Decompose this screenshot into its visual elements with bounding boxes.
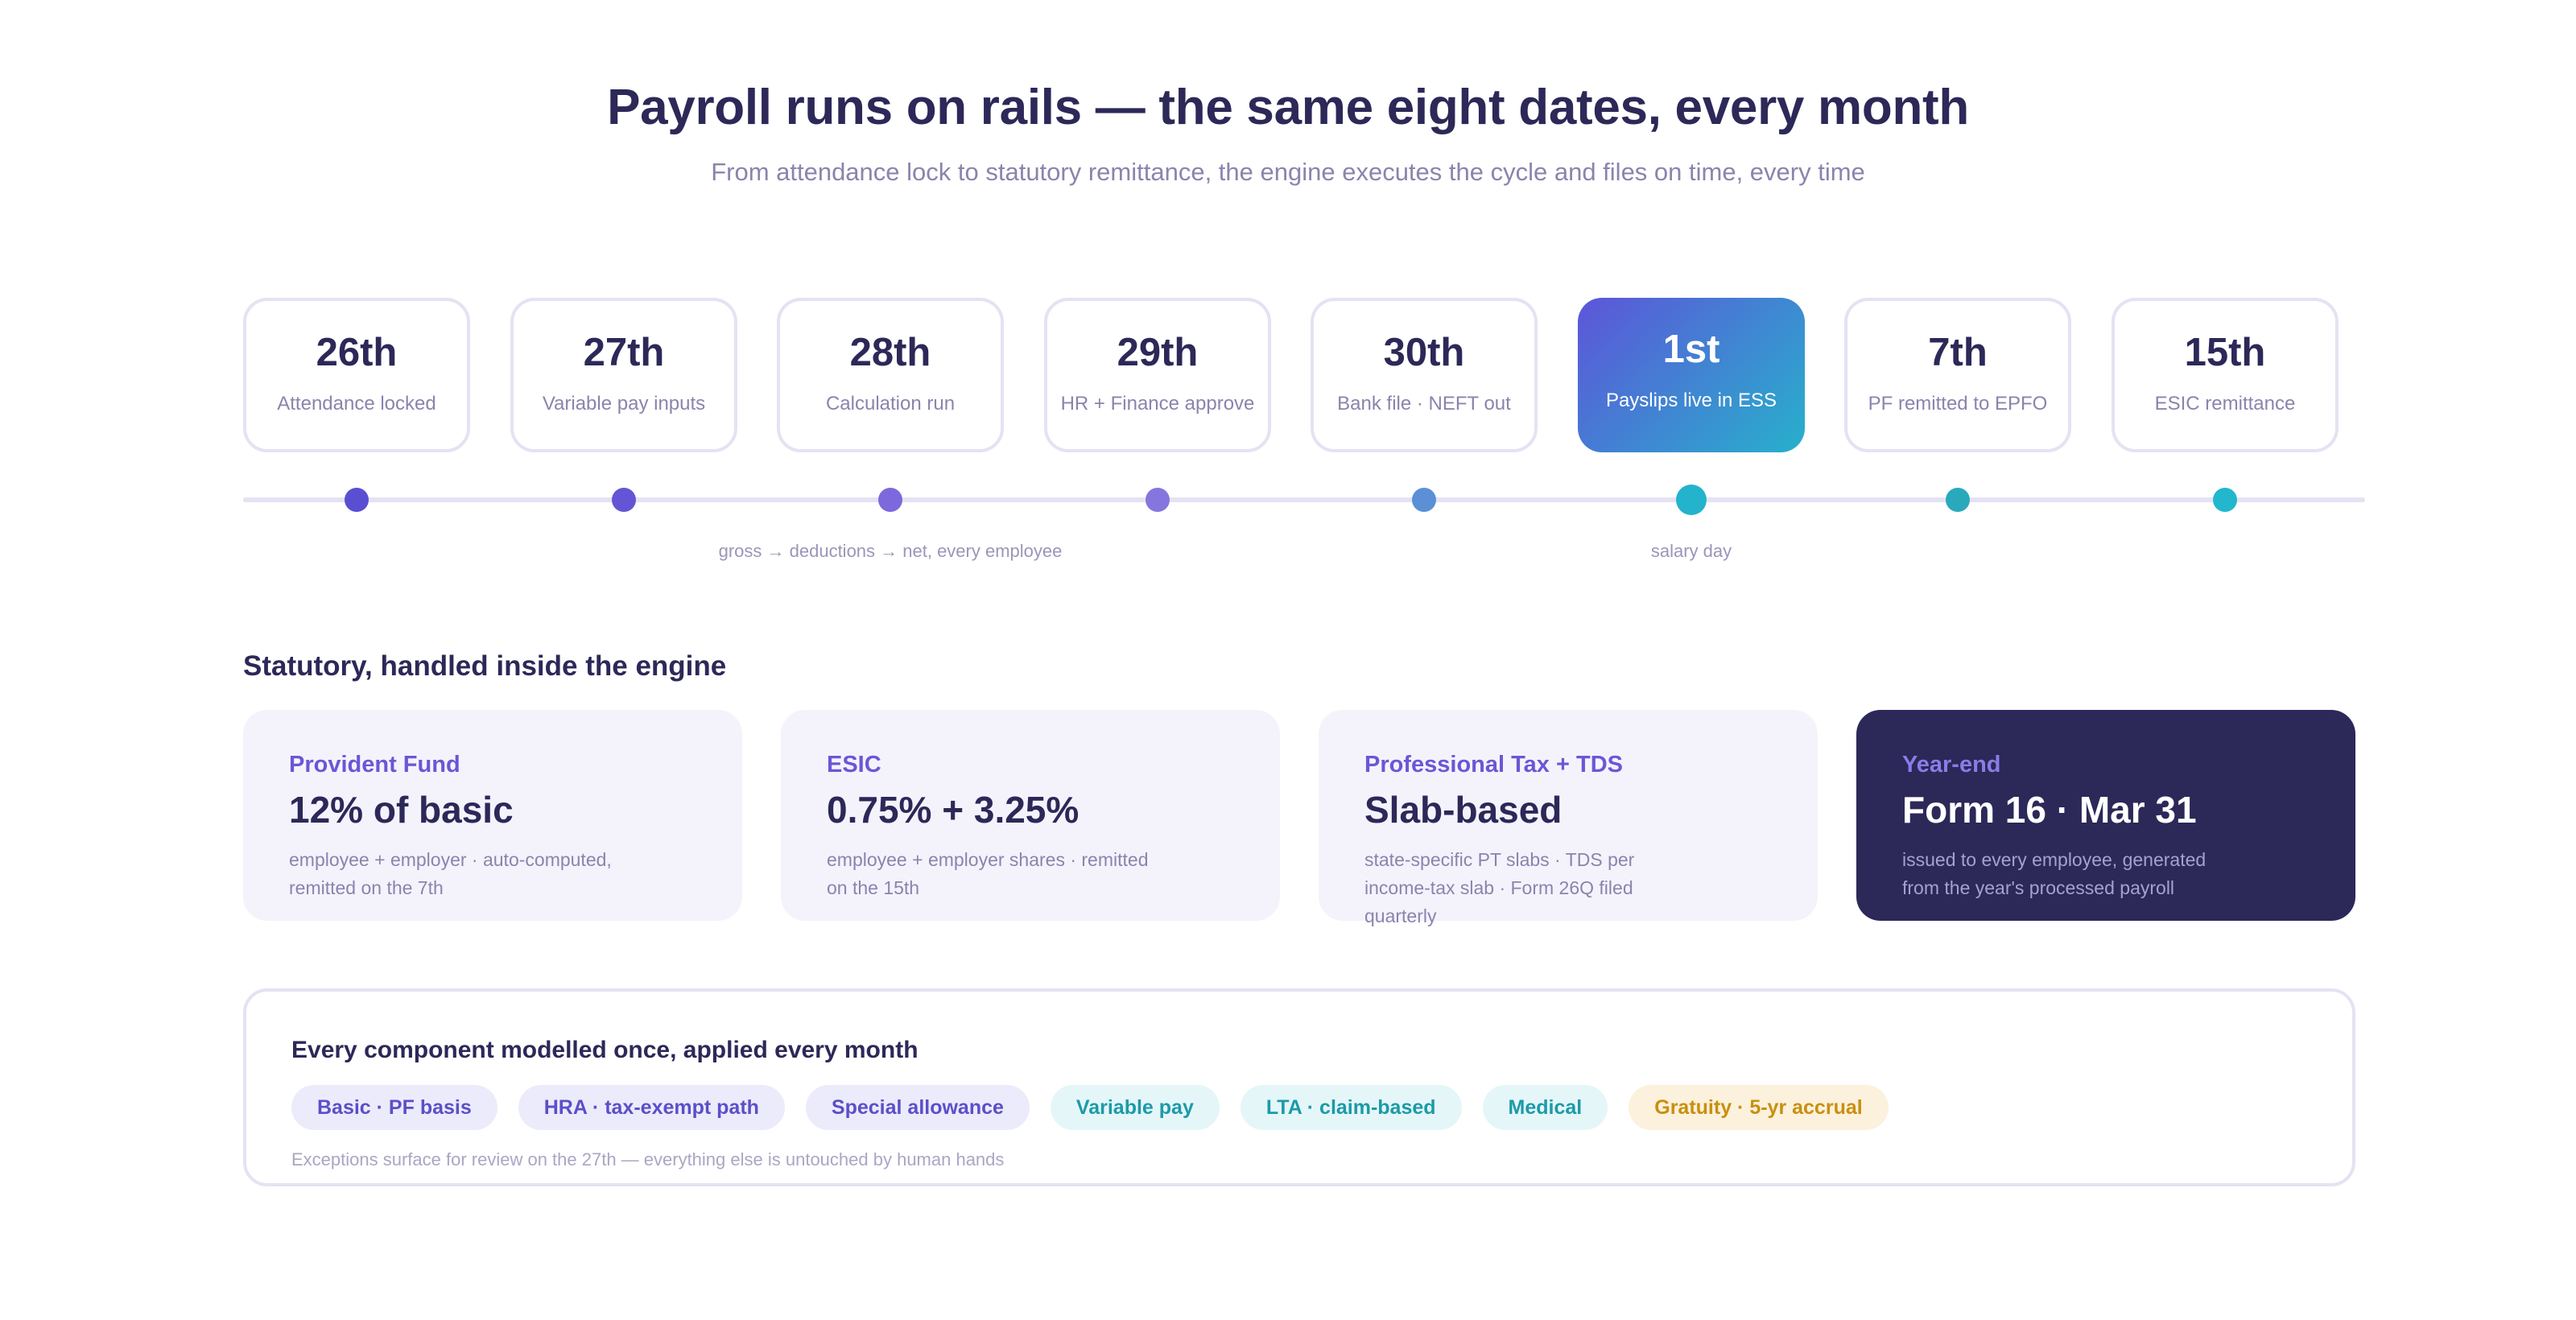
stat-card-professional-tax: Professional Tax + TDS Slab-based state-…	[1319, 710, 1818, 926]
component-chip: Medical	[1482, 1085, 1608, 1130]
step-date: 30th	[1383, 331, 1465, 374]
component-chip: HRA · tax-exempt path	[518, 1085, 785, 1130]
step-date: 27th	[583, 331, 665, 374]
step-label: Payslips live in ESS	[1605, 390, 1777, 411]
component-chip: LTA · claim-based	[1240, 1085, 1462, 1130]
step-label: Attendance locked	[277, 393, 436, 415]
step-card-7th: 7th PF remitted to EPFO	[1844, 298, 2071, 452]
step-card-26th: 26th Attendance locked	[243, 298, 470, 452]
component-chip: Gratuity · 5-yr accrual	[1629, 1085, 1889, 1130]
stat-desc: issued to every employee, generated from…	[1902, 849, 2207, 898]
stat-card-esic: ESIC 0.75% + 3.25% employee + employer s…	[781, 710, 1280, 921]
page-title: Payroll runs on rails — the same eight d…	[607, 80, 1969, 135]
step-date: 28th	[849, 331, 931, 374]
timeline-dot	[2213, 488, 2237, 512]
timeline-track	[243, 497, 2365, 502]
stat-desc: employee + employer shares · remitted on…	[827, 849, 1149, 898]
step-date: 15th	[2184, 331, 2266, 374]
component-chip: Special allowance	[805, 1085, 1030, 1130]
step-card-27th: 27th Variable pay inputs	[510, 298, 737, 452]
timeline-dot	[1946, 488, 1970, 512]
stat-value: 12% of basic	[289, 789, 514, 831]
stat-kicker: ESIC	[827, 752, 881, 778]
step-card-30th: 30th Bank file · NEFT out	[1311, 298, 1538, 452]
step-label: ESIC remittance	[2154, 393, 2296, 415]
components-panel: Every component modelled once, applied e…	[243, 988, 2355, 1186]
timeline-dot	[1412, 488, 1436, 512]
stat-card-provident-fund: Provident Fund 12% of basic employee + e…	[243, 710, 742, 921]
stat-desc: employee + employer · auto-computed, rem…	[289, 849, 612, 898]
step-note: salary day	[1650, 541, 1732, 561]
component-chip: Variable pay	[1050, 1085, 1220, 1130]
step-label: Calculation run	[825, 393, 956, 415]
timeline-dot	[612, 488, 636, 512]
timeline-dot	[1146, 488, 1170, 512]
stat-kicker: Professional Tax + TDS	[1364, 752, 1623, 778]
stat-value: Form 16 · Mar 31	[1902, 789, 2197, 831]
stat-card-year-end: Year-end Form 16 · Mar 31 issued to ever…	[1856, 710, 2355, 921]
step-label: Bank file · NEFT out	[1337, 393, 1511, 415]
step-card-28th: 28th Calculation run	[777, 298, 1004, 452]
components-title: Every component modelled once, applied e…	[291, 1037, 919, 1063]
stat-kicker: Provident Fund	[289, 752, 460, 778]
stat-kicker: Year-end	[1902, 752, 2001, 778]
payroll-timeline: 26th Attendance locked 27th Variable pay in…	[243, 298, 2365, 571]
step-date: 29th	[1117, 331, 1199, 374]
statutory-section-title: Statutory, handled inside the engine	[243, 650, 727, 682]
component-chip: Basic · PF basis	[291, 1085, 497, 1130]
component-chips: Basic · PF basis HRA · tax-exempt path Spe…	[291, 1085, 1889, 1130]
timeline-dot	[1676, 485, 1707, 515]
step-note: gross → deductions → net, every employee	[718, 541, 1063, 561]
step-date: 1st	[1662, 328, 1720, 371]
step-label: Variable pay inputs	[542, 393, 706, 415]
step-date: 7th	[1928, 331, 1988, 374]
components-note: Exceptions surface for review on the 27t…	[291, 1149, 1005, 1169]
stat-value: Slab-based	[1364, 789, 1563, 831]
timeline-dot	[878, 488, 902, 512]
stat-value: 0.75% + 3.25%	[827, 789, 1080, 831]
stat-desc: state-specific PT slabs · TDS per income…	[1364, 849, 1635, 926]
timeline-dot	[345, 488, 369, 512]
step-date: 26th	[316, 331, 398, 374]
step-card-15th: 15th ESIC remittance	[2112, 298, 2339, 452]
step-card-1st: 1st Payslips live in ESS	[1578, 298, 1805, 452]
step-card-29th: 29th HR + Finance approve	[1044, 298, 1271, 452]
step-label: PF remitted to EPFO	[1868, 393, 2048, 415]
page-subtitle: From attendance lock to statutory remitt…	[711, 158, 1865, 186]
step-label: HR + Finance approve	[1060, 393, 1255, 415]
